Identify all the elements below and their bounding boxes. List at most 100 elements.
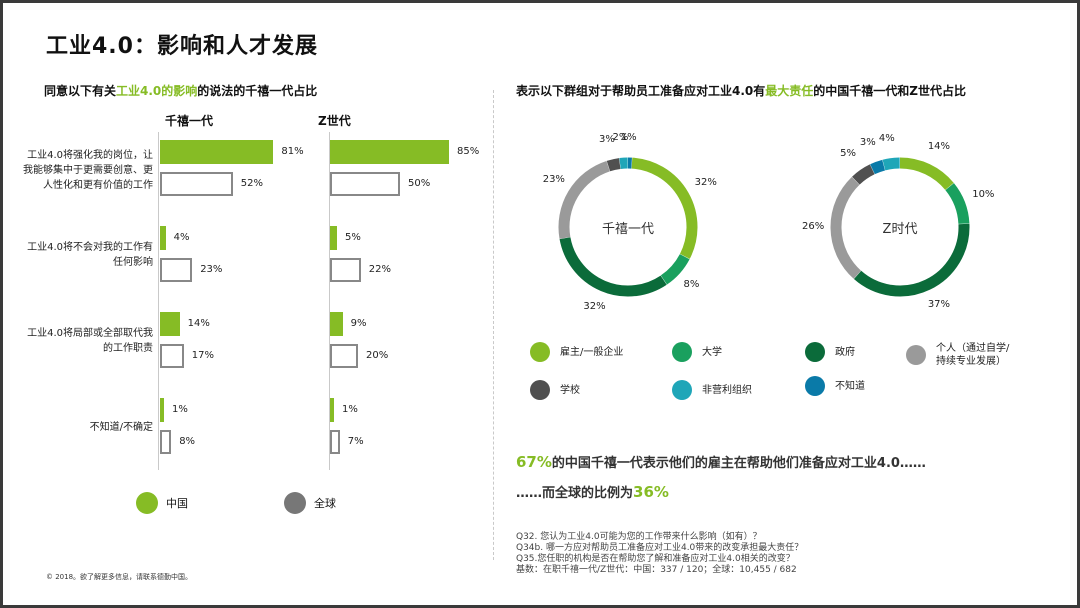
legend-item: 非营利组织	[672, 380, 752, 400]
left-subtitle-highlight: 工业4.0的影响	[116, 84, 198, 98]
legend-item-china: 中国	[136, 492, 188, 514]
bar-global	[160, 172, 233, 196]
legend-label: 政府	[835, 346, 855, 358]
bar-global	[330, 430, 340, 454]
legend-label-china: 中国	[166, 497, 188, 510]
axis-millennial	[158, 132, 159, 470]
footnote-q34b: Q34b. 哪一方应对帮助员工准备应对工业4.0带来的改变承担最大责任？	[516, 543, 804, 553]
legend-label: 个人（通过自学/ 持续专业发展）	[936, 343, 1010, 367]
legend-swatch	[530, 380, 550, 400]
legend-item-global: 全球	[284, 492, 336, 514]
left-subtitle: 同意以下有关工业4.0的影响的说法的千禧一代占比	[44, 82, 317, 99]
donut-segment	[852, 164, 875, 185]
footnote-q35: Q35.您任职的机构是否在帮助您了解和准备应对工业4.0相关的改变？	[516, 554, 795, 564]
bar-china	[160, 226, 166, 250]
bar-china	[330, 398, 334, 422]
donut-value-label: 32%	[583, 300, 606, 312]
donut-value-label: 5%	[840, 147, 856, 159]
bar-value-label: 1%	[342, 404, 358, 415]
legend-swatch	[805, 376, 825, 396]
bar-global	[160, 258, 193, 282]
donut-value-label: 3%	[598, 134, 615, 146]
legend-swatch-global	[284, 492, 306, 514]
donut-chart-millennial	[558, 157, 698, 297]
right-subtitle-highlight: 最大责任	[765, 84, 814, 98]
legend-swatch	[530, 342, 550, 362]
donut-segment	[830, 176, 862, 279]
bar-value-label: 4%	[173, 232, 190, 243]
legend-swatch	[906, 345, 926, 365]
column-header-millennial: 千禧一代	[165, 114, 214, 128]
summary-pct-global: 36%	[633, 483, 669, 501]
donut-value-label: 8%	[683, 278, 700, 290]
left-subtitle-post: 的说法的千禧一代占比	[197, 84, 318, 98]
bar-value-label: 7%	[347, 436, 364, 447]
legend-swatch	[672, 342, 692, 362]
legend-item: 个人（通过自学/ 持续专业发展）	[906, 342, 1009, 368]
summary-text-2: ……而全球的比例为	[516, 486, 634, 501]
right-subtitle-post: 的中国千禧一代和Z世代占比	[813, 84, 966, 98]
bar-value-label: 52%	[240, 178, 264, 189]
summary-text-1: 的中国千禧一代表示他们的雇主在帮助他们准备应对工业4.0……	[551, 456, 926, 471]
legend-swatch	[672, 380, 692, 400]
donut-segment	[660, 253, 690, 285]
bar-value-label: 14%	[187, 318, 210, 329]
legend-label: 非营利组织	[702, 384, 752, 396]
right-subtitle: 表示以下群组对于帮助员工准备应对工业4.0有最大责任的中国千禧一代和Z世代占比	[516, 82, 966, 99]
bar-global	[330, 258, 361, 282]
donut-value-label: 1%	[620, 132, 637, 144]
bar-china	[160, 140, 274, 164]
category-label: 工业4.0将不会对我的工作有 任何影响	[27, 242, 153, 268]
legend-item: 大学	[672, 342, 722, 362]
category-label: 不知道/不确定	[89, 422, 153, 433]
category-label: 工业4.0将局部或全部取代我 的工作职责	[27, 328, 153, 354]
summary-pct-china: 67%	[516, 453, 552, 471]
bar-china	[330, 140, 449, 164]
donut-center-genz: Z时代	[882, 222, 918, 237]
donut-segment	[558, 160, 610, 239]
bar-value-label: 23%	[200, 264, 223, 275]
summary-line-1: 67%的中国千禧一代表示他们的雇主在帮助他们准备应对工业4.0……	[516, 452, 926, 471]
donut-center-millennial: 千禧一代	[601, 222, 654, 237]
donut-value-label: 32%	[694, 176, 717, 188]
donut-value-label: 37%	[927, 299, 951, 311]
donut-value-label: 23%	[542, 174, 565, 186]
page-title: 工业4.0：影响和人才发展	[46, 34, 318, 59]
legend-label: 大学	[702, 346, 722, 358]
column-header-genz: Z世代	[318, 114, 351, 128]
donut-segment	[631, 157, 698, 259]
donut-value-label: 10%	[972, 188, 995, 200]
left-subtitle-pre: 同意以下有关	[44, 84, 117, 98]
bar-value-label: 20%	[366, 350, 389, 361]
legend-item: 雇主/一般企业	[530, 342, 623, 362]
divider-line	[493, 90, 494, 560]
right-subtitle-pre: 表示以下群组对于帮助员工准备应对工业4.0有	[516, 84, 766, 98]
donut-value-label: 14%	[927, 140, 951, 152]
bar-value-label: 8%	[179, 436, 196, 447]
bar-value-label: 5%	[345, 232, 361, 243]
legend-label: 不知道	[835, 380, 865, 392]
legend-item: 不知道	[805, 376, 865, 396]
donut-segment	[606, 158, 621, 172]
bar-value-label: 81%	[281, 146, 304, 157]
bar-china	[330, 312, 343, 336]
donut-value-label: 26%	[802, 221, 825, 233]
footnote-base: 基数：在职千禧一代/Z世代：中国：337 / 120；全球：10,455 / 6…	[516, 565, 797, 575]
bar-value-label: 17%	[191, 350, 215, 361]
footnotes: Q32. 您认为工业4.0可能为您的工作带来什么影响（如有）？ Q34b. 哪一…	[516, 532, 803, 576]
bar-value-label: 50%	[408, 178, 431, 189]
bar-value-label: 22%	[368, 264, 392, 275]
donut-segment	[945, 183, 970, 225]
legend-item: 学校	[530, 380, 580, 400]
axis-genz	[329, 132, 330, 470]
bar-value-label: 9%	[350, 318, 367, 329]
bar-value-label: 85%	[457, 146, 480, 157]
legend-label: 学校	[560, 384, 580, 396]
legend-label: 雇主/一般企业	[560, 346, 624, 358]
donut-segment	[882, 157, 900, 171]
donut-chart-genz	[830, 157, 970, 297]
bar-china	[160, 398, 164, 422]
copyright-footer: © 2018。欲了解更多信息，请联系德勤中国。	[46, 573, 193, 581]
bar-china	[160, 312, 180, 336]
